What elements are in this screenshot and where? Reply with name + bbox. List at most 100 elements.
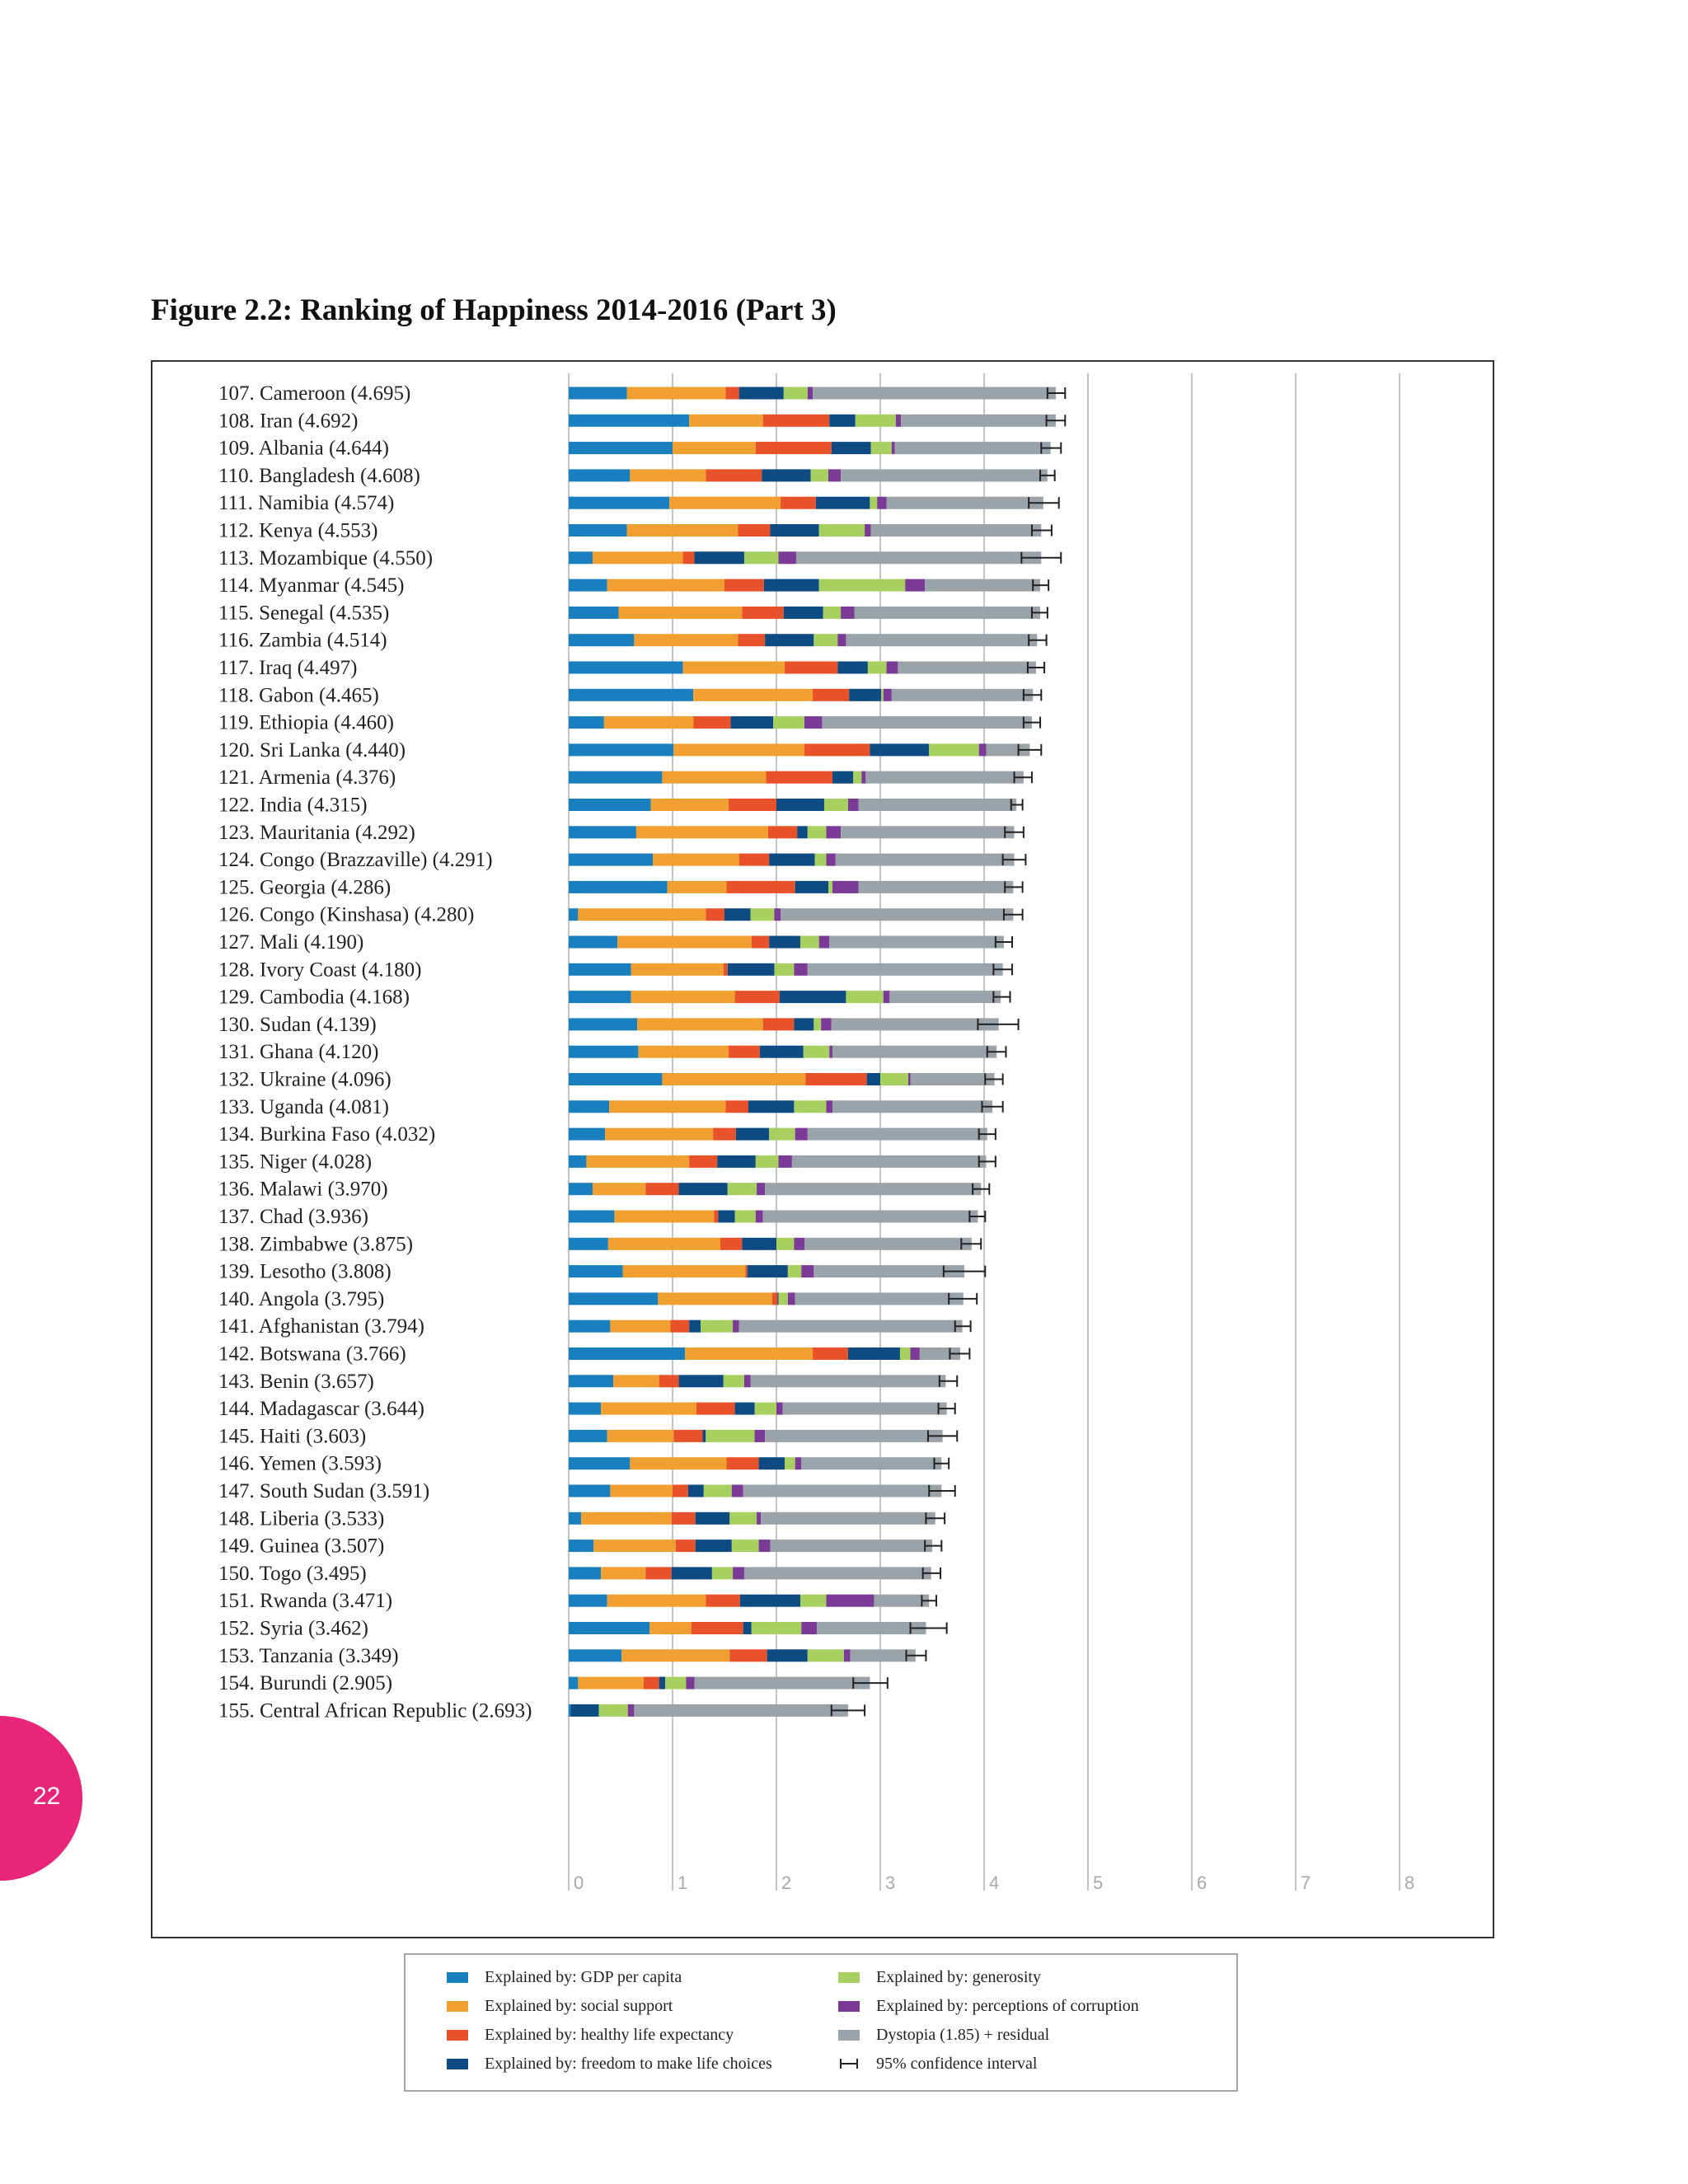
- x-tick-label-7: 7: [1301, 1872, 1311, 1893]
- confidence-interval: [1001, 854, 1027, 866]
- confidence-interval: [992, 991, 1011, 1003]
- country-label: 139. Lesotho (3.808): [218, 1261, 392, 1283]
- bar-segment-generosity: [729, 1511, 757, 1525]
- bar-segment-gdp: [569, 1704, 571, 1717]
- bar-segment-dystopia: [807, 963, 1003, 976]
- confidence-interval: [938, 1375, 959, 1387]
- bar-segment-freedom: [770, 524, 819, 537]
- bar-segment-corruption: [807, 387, 814, 400]
- country-label: 129. Cambodia (4.168): [218, 987, 410, 1009]
- bar-segment-generosity: [818, 524, 865, 537]
- bar-segment-health: [804, 743, 870, 757]
- bar-segment-generosity: [823, 799, 848, 811]
- bar-segment-social: [614, 1210, 715, 1223]
- confidence-interval: [1026, 662, 1046, 673]
- bar-segment-social: [637, 1018, 763, 1031]
- bar-segment-social: [693, 688, 814, 701]
- confidence-interval: [994, 936, 1014, 948]
- country-label: 108. Iran (4.692): [218, 410, 358, 432]
- bar-segment-generosity: [870, 442, 892, 455]
- bar-segment-corruption: [801, 1622, 818, 1634]
- bar-segment-corruption: [757, 1511, 762, 1525]
- bar-segment-generosity: [799, 1594, 827, 1607]
- confidence-interval: [984, 1073, 1004, 1085]
- confidence-interval: [972, 1183, 991, 1195]
- bar-segment-corruption: [787, 1292, 795, 1305]
- confidence-interval: [937, 1403, 956, 1415]
- bar-segment-social: [581, 1511, 672, 1525]
- bar-row: [569, 606, 1048, 619]
- bar-segment-generosity: [799, 935, 819, 949]
- country-label: 150. Togo (3.495): [218, 1563, 367, 1585]
- bar-segment-health: [691, 1622, 743, 1634]
- bar-segment-dystopia: [846, 634, 1038, 647]
- bar-segment-freedom: [797, 826, 808, 839]
- confidence-interval: [1004, 826, 1025, 838]
- confidence-interval: [928, 1485, 956, 1497]
- bar-segment-health: [729, 799, 776, 811]
- country-label: 107. Cameroon (4.695): [218, 382, 410, 405]
- bar-segment-dystopia: [870, 524, 1042, 537]
- bar-segment-freedom: [695, 1511, 730, 1525]
- bar-segment-health: [766, 771, 833, 784]
- bar-segment-dystopia: [910, 1073, 995, 1085]
- bar-segment-health: [670, 1319, 690, 1333]
- bar-segment-generosity: [823, 606, 842, 619]
- bar-segment-freedom: [671, 1567, 712, 1580]
- bar-row: [569, 442, 1062, 455]
- bar-segment-corruption: [978, 743, 987, 757]
- bar-segment-freedom: [795, 880, 828, 893]
- bar-segment-generosity: [783, 387, 808, 400]
- country-label: 126. Congo (Kinshasa) (4.280): [218, 904, 474, 926]
- country-label: 115. Senegal (4.535): [218, 602, 389, 624]
- bar-segment-gdp: [569, 1622, 650, 1634]
- bar-segment-corruption: [795, 1127, 808, 1141]
- x-tick-label-3: 3: [885, 1872, 895, 1893]
- confidence-interval: [921, 1595, 938, 1607]
- bar-segment-dystopia: [801, 1457, 942, 1470]
- legend-item-social: Explained by: social support: [447, 1994, 673, 2018]
- bar-segment-generosity: [723, 1375, 744, 1388]
- bar-row: [569, 1676, 889, 1690]
- bar-segment-social: [662, 771, 767, 784]
- bar-segment-dystopia: [858, 799, 1017, 811]
- bar-segment-freedom: [695, 1540, 732, 1553]
- legend-item-dystopia: Dystopia (1.85) + residual: [838, 2022, 1049, 2047]
- bar-segment-corruption: [778, 551, 796, 565]
- bar-segment-social: [649, 1622, 692, 1634]
- bar-segment-social: [617, 935, 752, 949]
- bar-segment-gdp: [569, 991, 631, 1004]
- confidence-interval: [830, 1704, 866, 1717]
- bar-segment-social: [626, 387, 726, 400]
- bar-segment-corruption: [841, 606, 855, 619]
- bar-row: [569, 853, 1027, 866]
- bar-segment-freedom: [747, 1265, 788, 1278]
- bar-row: [569, 1567, 942, 1580]
- confidence-interval: [1022, 689, 1043, 701]
- bar-segment-generosity: [855, 414, 896, 427]
- bar-segment-social: [621, 1649, 730, 1662]
- bar-row: [569, 1292, 978, 1305]
- bar-segment-gdp: [569, 1018, 638, 1031]
- bar-segment-dystopia: [865, 771, 1024, 784]
- bar-segment-dystopia: [804, 1237, 972, 1250]
- bar-segment-social: [578, 908, 706, 921]
- bar-segment-gdp: [569, 661, 683, 674]
- legend-swatch-corruption: [838, 2000, 860, 2012]
- x-tick-label-5: 5: [1093, 1872, 1103, 1893]
- bar-segment-generosity: [750, 908, 775, 921]
- bar-segment-health: [713, 1127, 736, 1141]
- bar-segment-health: [729, 1649, 767, 1662]
- bar-segment-dystopia: [762, 1210, 978, 1223]
- bar-segment-gdp: [569, 771, 663, 784]
- bar-segment-health: [689, 1155, 718, 1168]
- bar-segment-freedom: [738, 387, 784, 400]
- bar-segment-social: [586, 1155, 690, 1168]
- bar-segment-corruption: [754, 1429, 766, 1442]
- bar-segment-corruption: [895, 414, 902, 427]
- country-label: 122. India (4.315): [218, 794, 368, 817]
- bar-segment-gdp: [569, 1484, 611, 1497]
- country-label: 110. Bangladesh (4.608): [218, 465, 420, 487]
- bar-segment-corruption: [847, 799, 859, 811]
- bar-segment-gdp: [569, 1292, 659, 1305]
